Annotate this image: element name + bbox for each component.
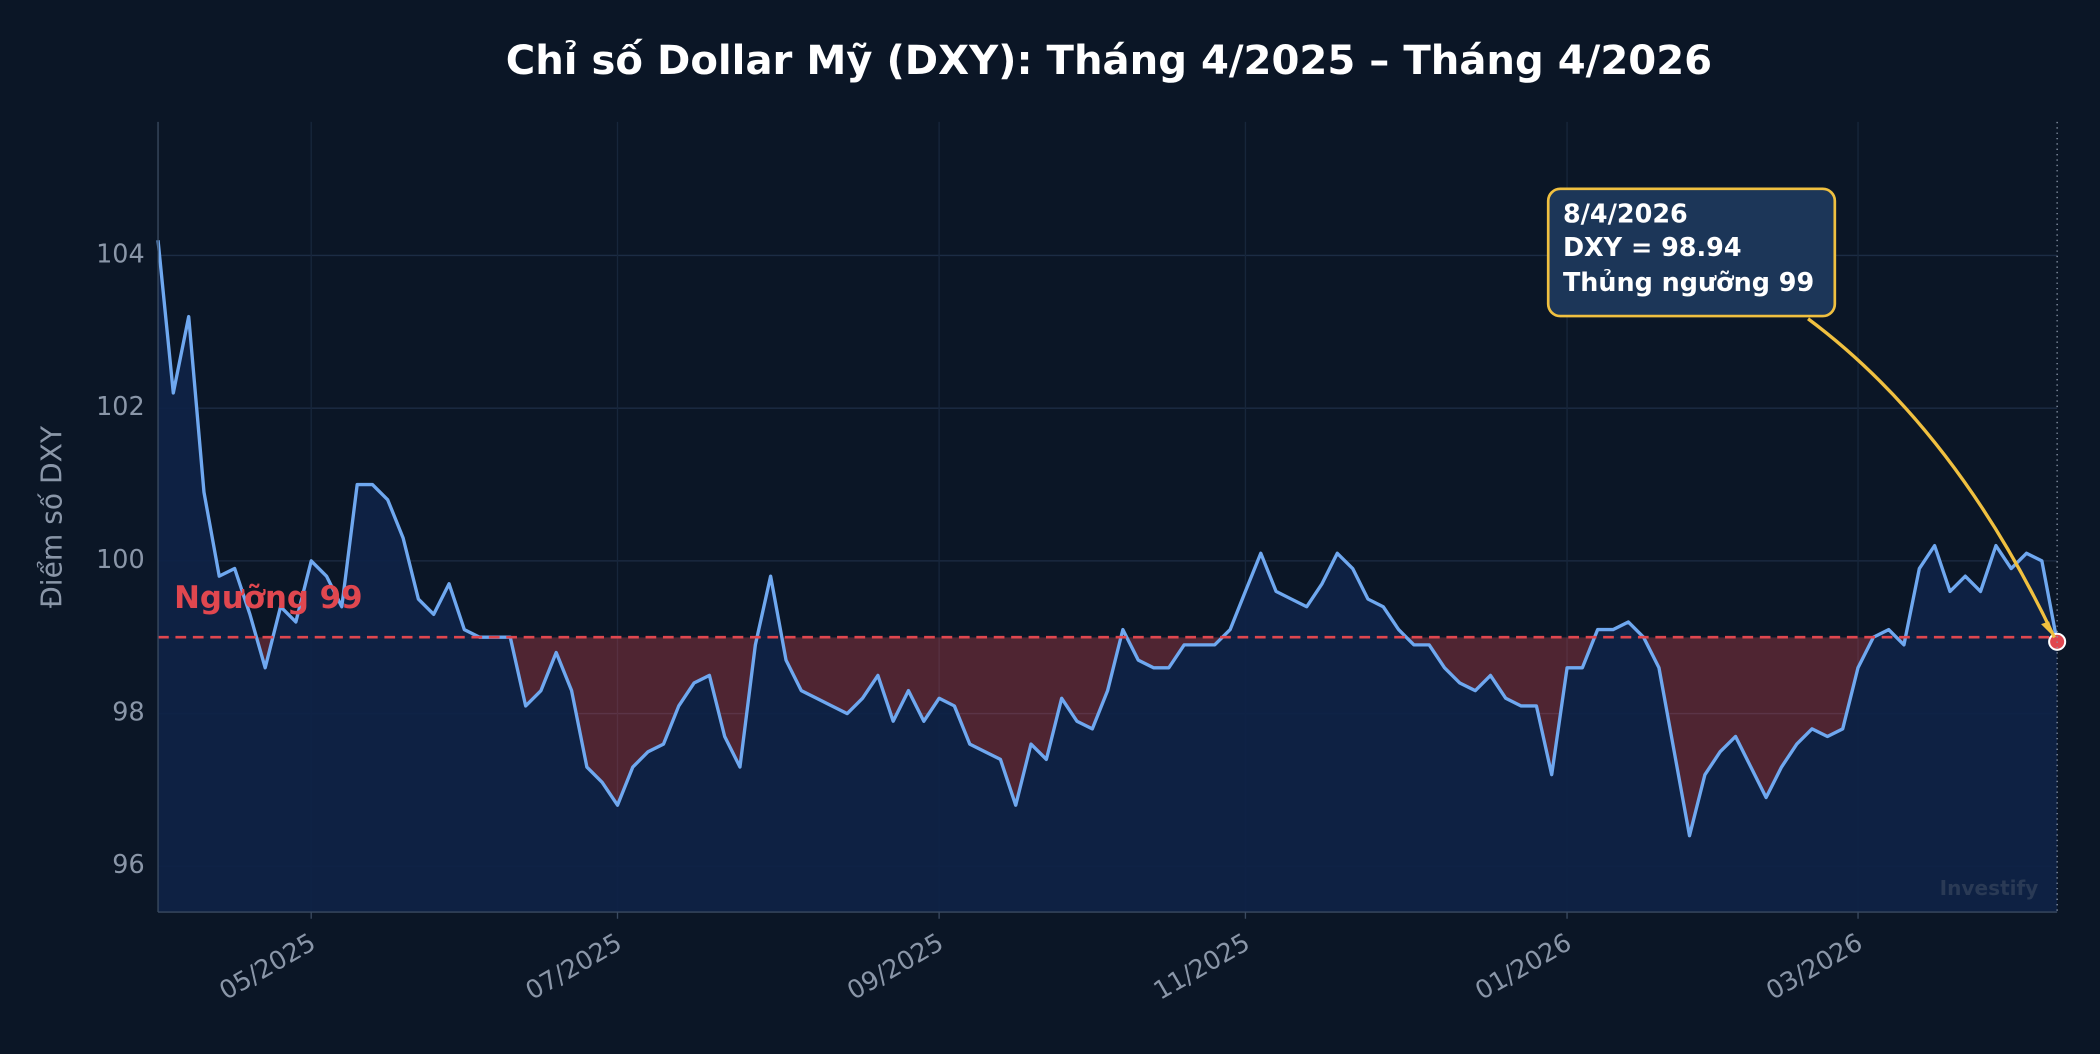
annotation-text: 8/4/2026 xyxy=(1563,199,1688,229)
y-axis-label: Điểm số DXY xyxy=(36,425,69,608)
y-tick-label: 104 xyxy=(96,238,145,268)
annotation-text: Thủng ngưỡng 99 xyxy=(1563,267,1814,297)
plot xyxy=(156,240,2067,913)
threshold-label: Ngưỡng 99 xyxy=(174,580,362,616)
y-tick-label: 98 xyxy=(112,697,144,727)
annotation-arrowhead xyxy=(2041,621,2055,638)
annotation-text: DXY = 98.94 xyxy=(1563,232,1742,262)
y-tick-label: 100 xyxy=(96,544,145,574)
annotation-box xyxy=(1546,187,1837,318)
watermark: Investify xyxy=(1940,876,2039,900)
area-fill xyxy=(158,240,2058,913)
y-tick-label: 102 xyxy=(96,391,145,421)
annotation-arrow xyxy=(1807,317,2056,639)
threshold-area xyxy=(158,637,2058,836)
chart-title: Chỉ số Dollar Mỹ (DXY): Tháng 4/2025 – T… xyxy=(506,38,1712,84)
line xyxy=(156,240,2059,838)
y-tick-label: 96 xyxy=(112,849,144,879)
